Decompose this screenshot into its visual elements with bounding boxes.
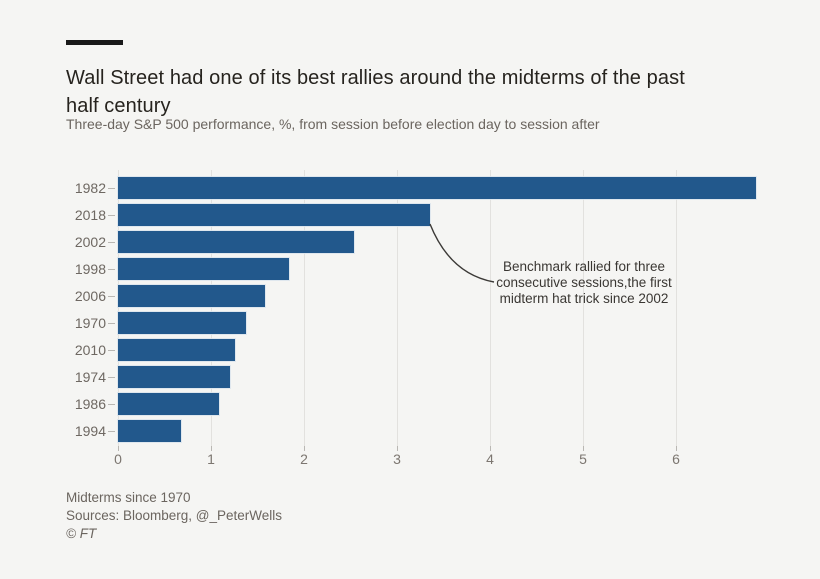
y-axis-tick	[108, 431, 115, 432]
x-axis-tick	[676, 446, 677, 451]
bar-2010	[118, 339, 236, 361]
x-axis-label: 4	[486, 451, 494, 467]
gridline-3	[397, 170, 398, 446]
y-axis-tick	[108, 323, 115, 324]
bar-1974	[118, 366, 230, 388]
y-axis-tick	[108, 242, 115, 243]
x-axis-label: 6	[672, 451, 680, 467]
y-axis-tick	[108, 296, 115, 297]
annotation-line: midterm hat trick since 2002	[499, 291, 669, 306]
y-axis-label-2010: 2010	[74, 342, 106, 358]
y-axis-label-1982: 1982	[74, 180, 106, 196]
gridline-1	[211, 170, 212, 446]
x-axis-tick	[118, 446, 119, 451]
annotation-line: consecutive sessions,the first	[496, 275, 672, 290]
footer-note: Midterms since 1970	[66, 490, 191, 505]
annotation-line: Benchmark rallied for three	[502, 259, 666, 274]
y-axis-tick	[108, 269, 115, 270]
annotation-text: Benchmark rallied for three consecutive …	[488, 259, 680, 307]
bar-1998	[118, 258, 290, 280]
x-axis-label: 0	[114, 451, 122, 467]
y-axis-label-1998: 1998	[74, 261, 106, 277]
gridline-6	[676, 170, 677, 446]
gridline-4	[490, 170, 491, 446]
bar-1982	[118, 177, 756, 199]
y-axis-label-2006: 2006	[74, 288, 106, 304]
y-axis-label-1970: 1970	[74, 315, 106, 331]
y-axis-tick	[108, 215, 115, 216]
x-axis-label: 3	[393, 451, 401, 467]
y-axis-label-1994: 1994	[74, 423, 106, 439]
y-axis-label-2002: 2002	[74, 234, 106, 250]
x-axis-tick	[304, 446, 305, 451]
x-axis-label: 1	[207, 451, 215, 467]
gridline-5	[583, 170, 584, 446]
y-axis-tick	[108, 404, 115, 405]
gridline-2	[304, 170, 305, 446]
y-axis-tick	[108, 350, 115, 351]
y-axis-tick	[108, 377, 115, 378]
x-axis-tick	[397, 446, 398, 451]
bar-2006	[118, 285, 265, 307]
bar-2002	[118, 231, 355, 253]
footer-sources: Sources: Bloomberg, @_PeterWells	[66, 508, 283, 523]
y-axis-label-1974: 1974	[74, 369, 106, 385]
y-axis-label-1986: 1986	[74, 396, 106, 412]
bar-1970	[118, 312, 247, 334]
chart-title: Wall Street had one of its best rallies …	[66, 67, 685, 118]
x-axis-tick	[211, 446, 212, 451]
accent-bar	[66, 40, 123, 45]
footer-copyright: © FT	[66, 526, 97, 541]
x-axis-tick	[490, 446, 491, 451]
x-axis-label: 2	[300, 451, 308, 467]
bar-1986	[118, 393, 220, 415]
bar-2018	[118, 204, 430, 226]
x-axis-label: 5	[579, 451, 587, 467]
x-axis-tick	[583, 446, 584, 451]
y-axis-label-2018: 2018	[74, 207, 106, 223]
gridline-0	[118, 170, 119, 446]
annotation-pointer-line	[429, 223, 495, 283]
bar-1994	[118, 420, 182, 442]
chart-subtitle: Three-day S&P 500 performance, %, from s…	[66, 116, 600, 132]
chart-footer: Midterms since 1970 Sources: Bloomberg, …	[66, 489, 282, 543]
y-axis-tick	[108, 188, 115, 189]
